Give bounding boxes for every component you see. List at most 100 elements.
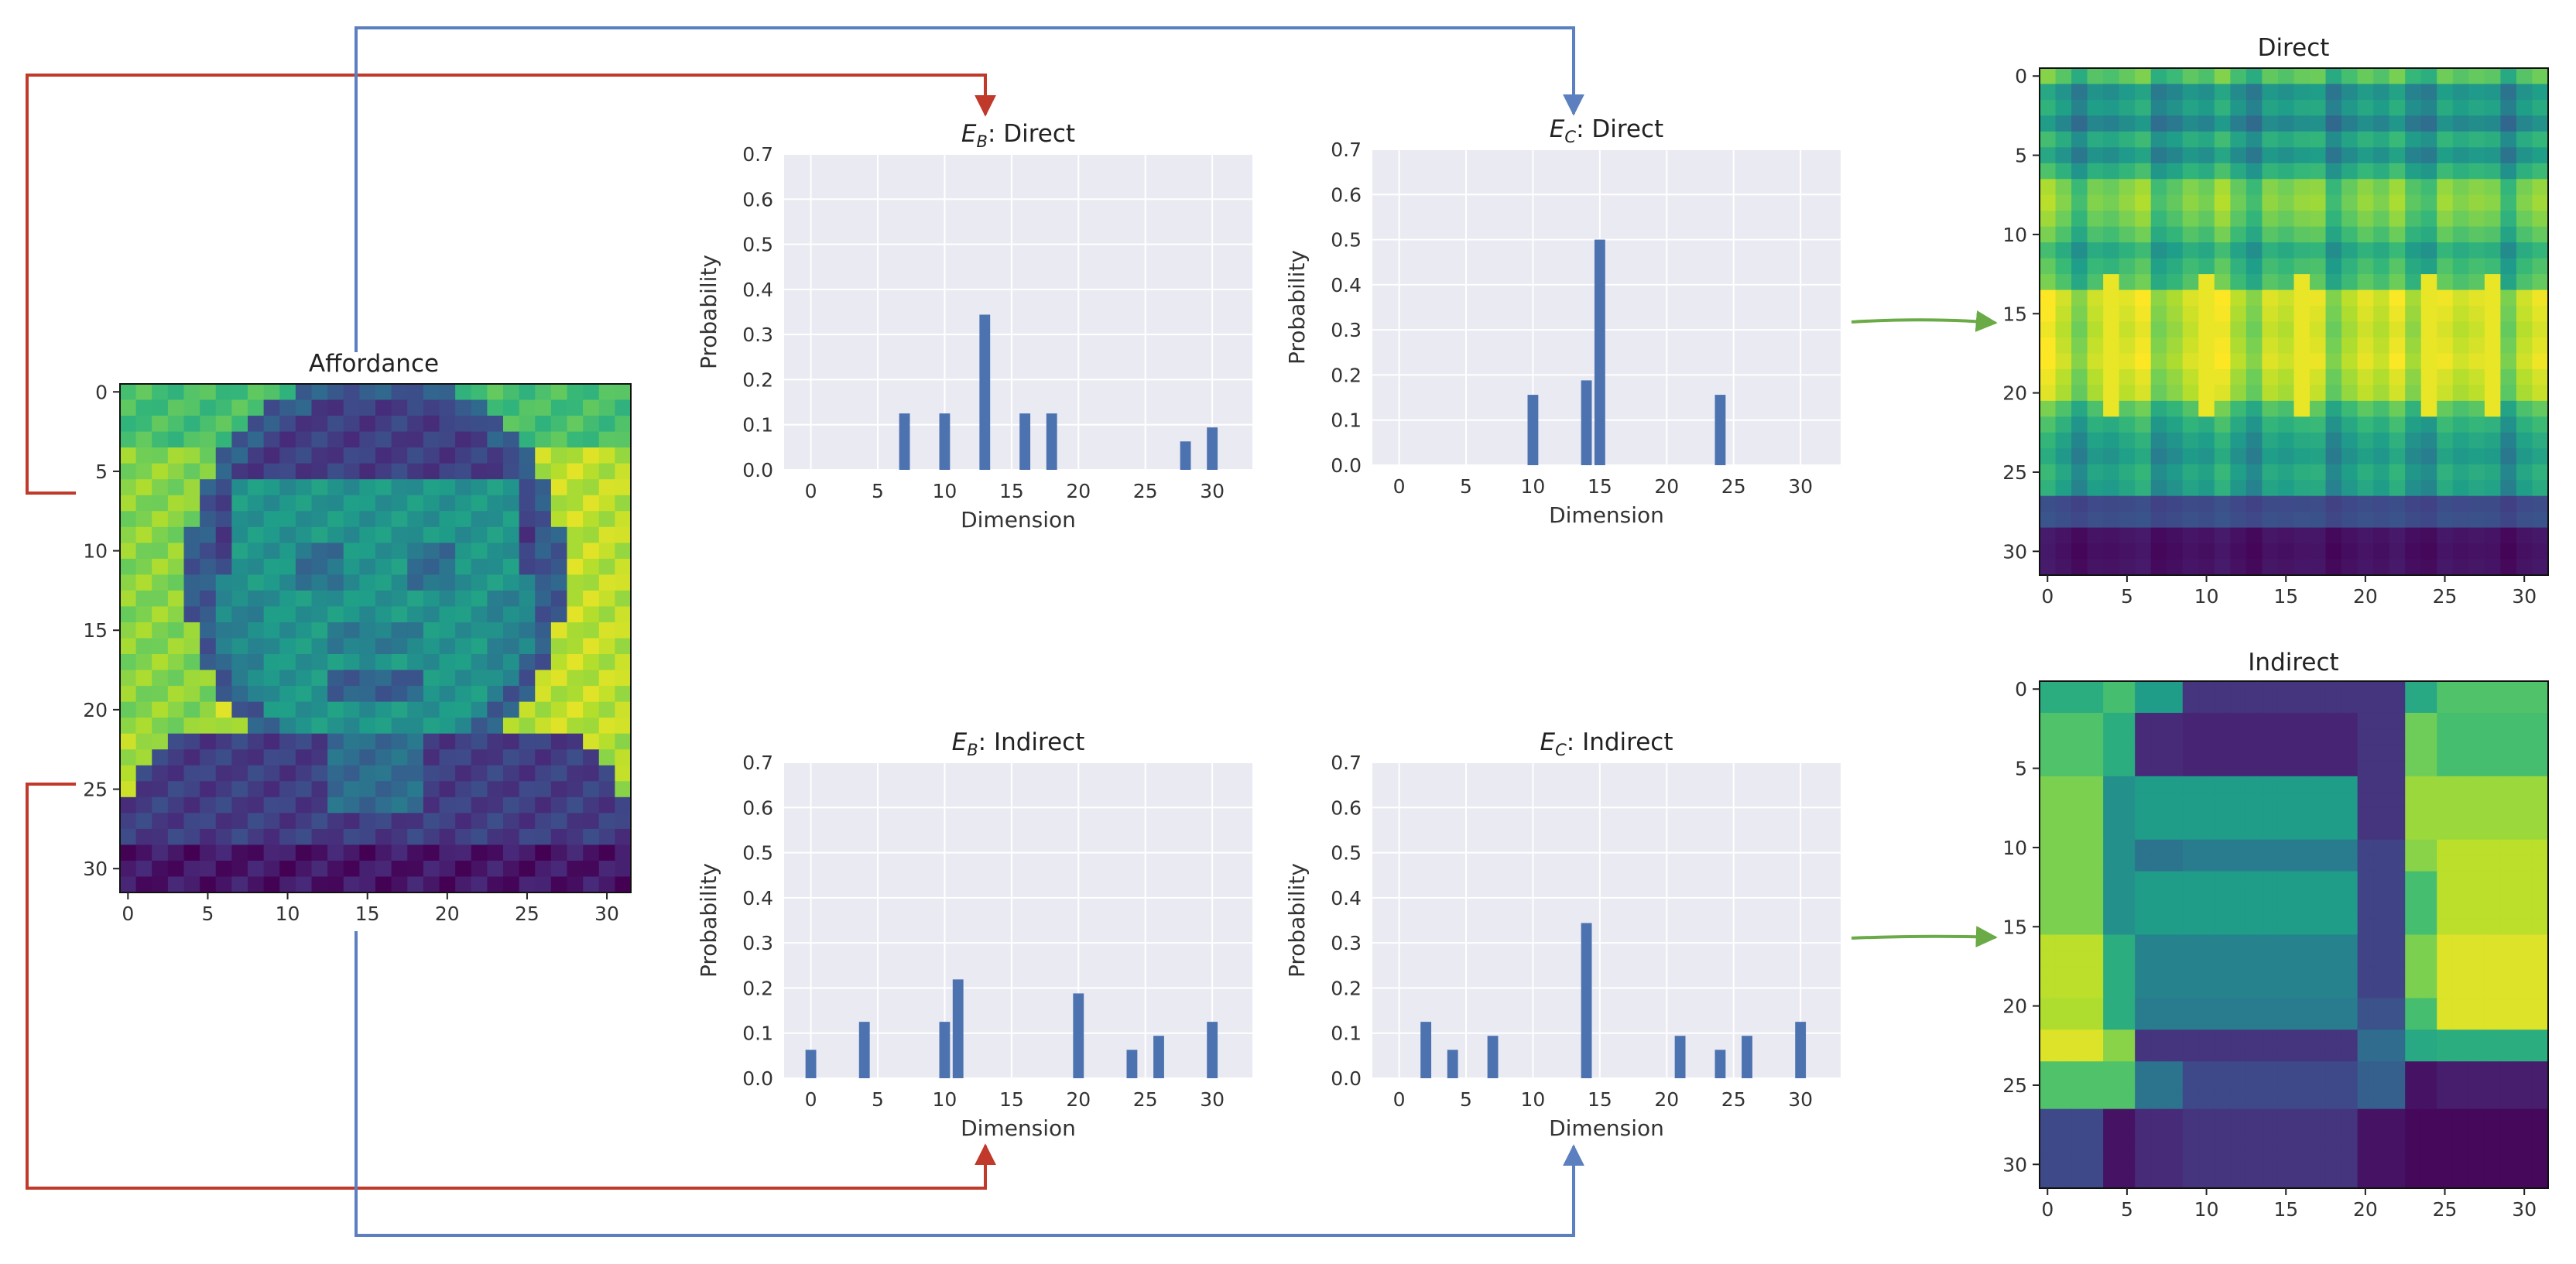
direct-cell — [2214, 543, 2231, 560]
affordance-cell — [295, 590, 313, 608]
indirect-cell — [2167, 839, 2184, 856]
direct-cell — [2262, 258, 2279, 275]
direct-cell — [2516, 131, 2533, 148]
direct-cell — [2516, 115, 2533, 132]
direct-cell — [2389, 416, 2406, 433]
direct-cell — [2135, 464, 2152, 481]
affordance-cell — [295, 479, 313, 496]
affordance-cell — [135, 384, 152, 401]
affordance-cell — [503, 860, 520, 878]
direct-cell — [2087, 527, 2104, 544]
direct-cell — [2310, 289, 2327, 307]
affordance-cell — [215, 860, 232, 878]
affordance-cell — [263, 463, 280, 480]
affordance-cell — [471, 622, 488, 639]
affordance-cell — [391, 526, 408, 543]
indirect-cell — [2341, 1140, 2358, 1157]
direct-cell — [2214, 68, 2231, 85]
direct-cell — [2452, 211, 2469, 228]
indirect-cell — [2055, 712, 2072, 730]
affordance-cell — [183, 495, 200, 512]
affordance-cell — [503, 781, 520, 798]
affordance-cell — [487, 622, 504, 639]
y-tick-label: 0.4 — [742, 887, 773, 909]
affordance-cell — [120, 463, 137, 480]
direct-cell — [2055, 337, 2072, 355]
affordance-cell — [152, 431, 169, 448]
y-axis-label: Probability — [1284, 863, 1310, 978]
affordance-cell — [471, 479, 488, 496]
direct-cell — [2325, 147, 2342, 164]
direct-cell — [2325, 211, 2342, 228]
affordance-cell — [550, 558, 568, 575]
affordance-cell — [423, 654, 440, 671]
affordance-cell — [439, 654, 456, 671]
affordance-cell — [583, 447, 600, 464]
indirect-cell — [2389, 807, 2406, 824]
direct-cell — [2484, 448, 2502, 465]
affordance-cell — [263, 876, 280, 893]
direct-cell — [2420, 368, 2437, 385]
affordance-cell — [455, 399, 472, 416]
direct-cell — [2150, 274, 2167, 291]
indirect-cell — [2437, 1125, 2454, 1142]
affordance-cell — [487, 638, 504, 655]
affordance-cell — [519, 796, 536, 814]
direct-cell — [2341, 464, 2358, 481]
direct-cell — [2182, 84, 2199, 101]
y-tick-label: 0.5 — [742, 234, 773, 256]
affordance-cell — [200, 511, 217, 528]
affordance-cell — [167, 860, 185, 878]
affordance-cell — [359, 399, 376, 416]
affordance-cell — [248, 638, 265, 655]
direct-cell — [2040, 416, 2057, 433]
affordance-cell — [200, 558, 217, 575]
direct-cell — [2325, 163, 2342, 180]
direct-cell — [2167, 512, 2184, 529]
direct-cell — [2135, 68, 2152, 85]
affordance-cell — [279, 526, 296, 543]
indirect-cell — [2293, 1029, 2311, 1046]
direct-cell — [2325, 480, 2342, 497]
indirect-cell — [2420, 1125, 2437, 1142]
affordance-cell — [215, 447, 232, 464]
indirect-cell — [2150, 871, 2167, 888]
direct-cell — [2182, 242, 2199, 259]
direct-cell — [2135, 211, 2152, 228]
direct-cell — [2516, 99, 2533, 117]
indirect-cell — [2357, 887, 2374, 904]
indirect-cell — [2373, 712, 2390, 730]
affordance-cell — [471, 733, 488, 750]
direct-cell — [2310, 115, 2327, 132]
affordance-cell — [263, 718, 280, 735]
affordance-cell — [535, 796, 552, 814]
indirect-cell — [2055, 1156, 2072, 1173]
direct-cell — [2341, 115, 2358, 132]
indirect-cell — [2468, 1029, 2485, 1046]
direct-cell — [2040, 211, 2057, 228]
affordance-cell — [152, 416, 169, 433]
indirect-cell — [2277, 855, 2295, 872]
indirect-cell — [2500, 1045, 2517, 1062]
direct-cell — [2484, 274, 2502, 291]
indirect-cell — [2055, 760, 2072, 777]
indirect-cell — [2468, 697, 2485, 714]
affordance-cell — [519, 828, 536, 846]
direct-cell — [2198, 353, 2215, 370]
indirect-cell — [2310, 903, 2327, 920]
indirect-cell — [2437, 1108, 2454, 1125]
indirect-cell — [2245, 934, 2263, 951]
indirect-cell — [2245, 903, 2263, 920]
affordance-cell — [263, 543, 280, 560]
direct-cell — [2135, 289, 2152, 307]
indirect-cell — [2040, 744, 2057, 761]
direct-cell — [2357, 163, 2374, 180]
direct-cell — [2198, 84, 2215, 101]
direct-cell — [2420, 226, 2437, 243]
indirect-cell — [2532, 1172, 2549, 1189]
indirect-cell — [2484, 950, 2502, 968]
affordance-cell — [135, 399, 152, 416]
affordance-cell — [550, 860, 568, 878]
affordance-cell — [487, 526, 504, 543]
affordance-cell — [471, 749, 488, 766]
